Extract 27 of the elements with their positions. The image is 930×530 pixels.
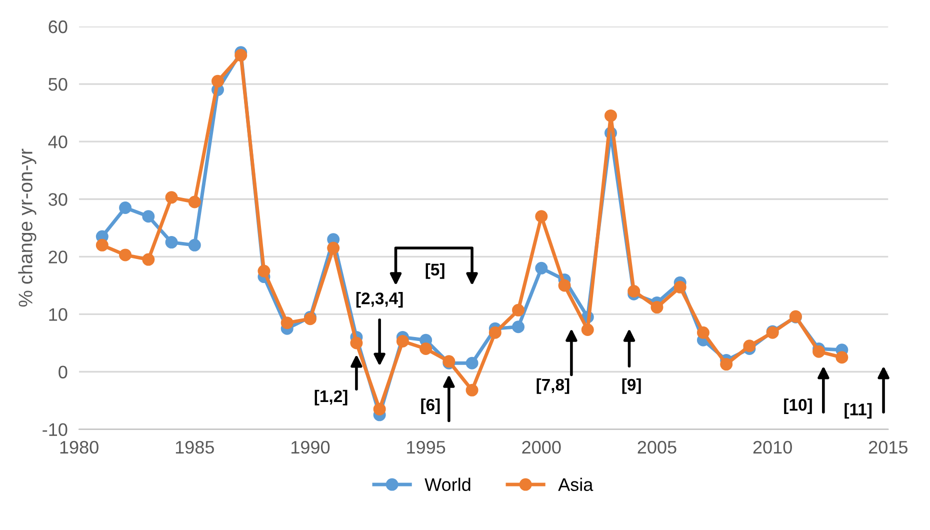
annotation: [6] [421,398,440,414]
x-tick-label: 1990 [292,440,330,454]
legend-label: Asia [558,478,594,492]
legend-label: World [424,478,470,492]
y-tick-label: 60 [48,20,68,34]
x-tick-label: 2005 [638,440,676,454]
y-tick-label: -10 [42,423,68,436]
x-tick-label: 1995 [407,440,446,454]
x-tick-label: 2000 [522,440,561,454]
y-tick-label: 0 [58,366,68,378]
annotation: [2,3,4] [356,292,403,308]
annotation: [7,8] [536,378,570,394]
y-tick-label: 30 [48,193,68,206]
y-tick-label: 10 [49,308,68,321]
annotation: [1,2] [314,390,348,406]
annotation: [11] [844,403,872,419]
annotation: [10] [784,398,812,414]
annotation: [9] [622,378,641,394]
x-tick-label: 2015 [868,440,908,454]
x-tick-label: 1985 [176,440,214,454]
y-tick-label: 20 [48,250,68,264]
y-tick-label: 40 [48,136,68,148]
annotation: [5] [426,263,444,279]
x-tick-label: 2010 [753,440,792,454]
y-axis-title: % change yr-on-yr [18,148,36,307]
y-tick-label: 50 [48,78,68,91]
x-tick-label: 1980 [60,440,98,454]
